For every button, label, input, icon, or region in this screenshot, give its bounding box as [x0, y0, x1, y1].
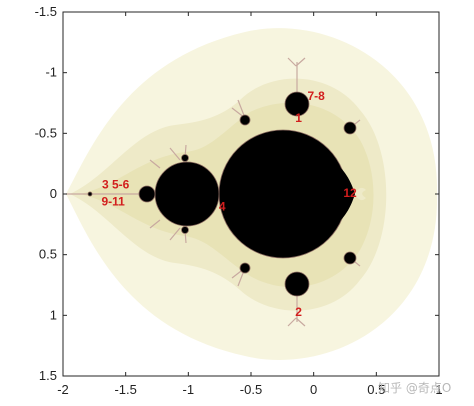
- point-label-3-5-6: 3 5-6: [102, 178, 130, 192]
- y-tick-label: 1.5: [39, 368, 57, 383]
- x-tick-label: -2: [57, 382, 69, 397]
- y-tick-label: -1.5: [35, 4, 57, 19]
- x-tick-label: -1: [183, 382, 195, 397]
- watermark: 知乎 @奇点O: [378, 381, 451, 395]
- period-2-bulb: [154, 161, 220, 227]
- y-axis-ticks: -1.5 -1 -0.5 0 0.5 1 1.5: [35, 4, 439, 383]
- upper-small-bulb: [181, 154, 189, 162]
- main-cardioid: [218, 129, 348, 259]
- y-tick-label: -0.5: [35, 125, 57, 140]
- top-bulb: [284, 91, 310, 117]
- x-tick-label: -0.5: [240, 382, 262, 397]
- x-tick-label: -1.5: [114, 382, 136, 397]
- x-tick-label: 0.5: [367, 382, 385, 397]
- mandelbrot-set: [87, 91, 357, 297]
- point-label-1: 1: [295, 111, 302, 125]
- bottom-bulb: [284, 271, 310, 297]
- period-4-bulb: [138, 185, 156, 203]
- lower-small-bulb: [181, 226, 189, 234]
- x-tick-label: 1: [435, 382, 442, 397]
- y-tick-label: 0: [50, 186, 57, 201]
- y-tick-label: -1: [45, 65, 57, 80]
- point-label-2: 2: [295, 305, 302, 319]
- minibrot: [87, 191, 93, 197]
- y-tick-label: 1: [50, 307, 57, 322]
- x-tick-label: 0: [310, 382, 317, 397]
- point-label-12: 12: [343, 186, 357, 200]
- upper-right-bulb: [343, 121, 357, 135]
- point-label-9-11: 9-11: [101, 195, 125, 209]
- point-label-7-8: 7-8: [308, 89, 326, 103]
- fractal-layer: [66, 28, 438, 360]
- y-tick-label: 0.5: [39, 247, 57, 262]
- upper-left-bulb: [239, 114, 251, 126]
- cardioid-cusp-notch: [330, 160, 355, 228]
- lower-left-bulb: [239, 262, 251, 274]
- x-axis-ticks: -2 -1.5 -1 -0.5 0 0.5 1: [57, 12, 443, 397]
- lower-right-bulb: [343, 251, 357, 265]
- point-label-4: 4: [219, 200, 226, 214]
